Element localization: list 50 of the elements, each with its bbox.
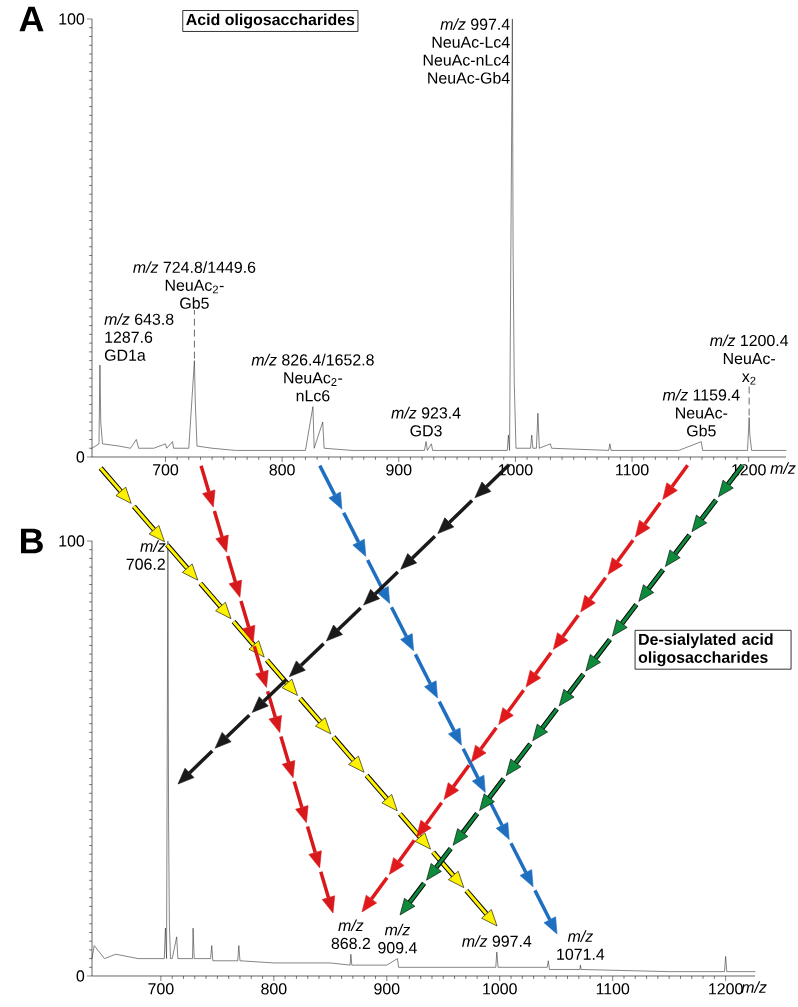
text: A <box>19 6 44 32</box>
annotation: NeuAc-nLc4 <box>423 54 510 66</box>
x-tick-label: 900 <box>386 464 412 476</box>
annotation: m/z <box>140 540 166 552</box>
annotation: NeuAc-Gb4 <box>428 71 510 84</box>
annotation: NeuAc- <box>676 407 728 419</box>
x-tick-label: 1100 <box>596 983 630 995</box>
annotation: NeuAc$_{2}$- <box>165 279 224 294</box>
annotation: 706.2 <box>126 558 165 570</box>
y-tick-label: 100 <box>59 13 85 25</box>
annotation: m/z 997.4 <box>462 935 532 947</box>
annotation: m/z 1159.4 <box>662 388 740 401</box>
annotation: Gb5 <box>180 297 209 309</box>
annotation: m/z 1200.4 <box>710 334 789 347</box>
x-tick-label: 1200 <box>709 983 743 995</box>
x-tick-label: 700 <box>148 983 174 995</box>
annotation: NeuAc- <box>723 353 776 365</box>
y-tick-label: 0 <box>76 451 85 463</box>
x-tick-label: 800 <box>269 464 295 476</box>
y-tick-label: 0 <box>76 970 85 982</box>
annotation: Gb5 <box>687 424 716 437</box>
annotation: m/z 826.4/1652.8 <box>251 353 374 366</box>
x-tick-label: 700 <box>153 464 179 476</box>
annotation: m/z <box>384 923 411 936</box>
annotation: m/z 997.4 <box>440 18 510 30</box>
text: De-sialylated acid oligosaccharides <box>638 633 773 667</box>
annotation: 909.4 <box>378 942 417 954</box>
x-tick-label: 800 <box>261 983 287 995</box>
annotation: GD1a <box>105 349 146 361</box>
annotation: NeuAc-Lc4 <box>432 36 510 48</box>
annotation: GD3 <box>410 425 442 437</box>
annotation: x$_{2}$ <box>742 373 756 385</box>
chart-title: Acid oligosaccharides <box>186 13 355 29</box>
annotation: m/z 724.8/1449.6 <box>133 261 256 273</box>
annotation: m/z 643.8 <box>104 313 174 325</box>
annotation: m/z <box>567 930 594 942</box>
annotation: nLc6 <box>296 390 330 402</box>
annotation: m/z <box>338 919 364 932</box>
y-tick-label: 100 <box>59 535 85 547</box>
x-tick-label: 1000 <box>483 983 517 995</box>
text: B <box>21 528 43 554</box>
annotation: m/z 923.4 <box>391 406 461 419</box>
annotation: 1287.6 <box>105 331 153 343</box>
x-axis-title: m/z <box>770 462 796 474</box>
annotation: 1071.4 <box>557 948 605 960</box>
x-tick-label: 1100 <box>616 464 649 476</box>
annotation: NeuAc$_{2}$- <box>284 372 343 386</box>
x-axis-title: m/z <box>741 981 767 993</box>
x-tick-label: 900 <box>374 983 400 995</box>
annotation: 868.2 <box>331 937 371 950</box>
